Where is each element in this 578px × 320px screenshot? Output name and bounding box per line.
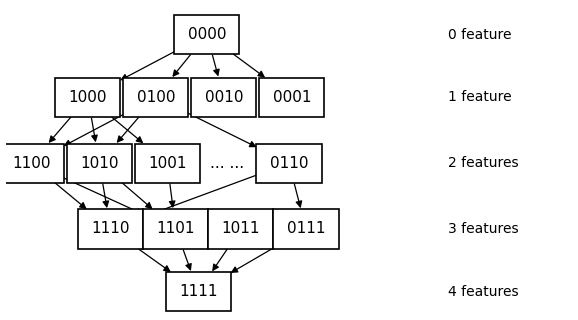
Text: 1111: 1111 [179, 284, 218, 299]
Text: 4 features: 4 features [447, 285, 518, 299]
Text: 1100: 1100 [12, 156, 50, 171]
FancyBboxPatch shape [273, 209, 339, 249]
Text: 0000: 0000 [188, 27, 226, 42]
Text: 1110: 1110 [91, 221, 130, 236]
FancyBboxPatch shape [78, 209, 143, 249]
Text: 1101: 1101 [157, 221, 195, 236]
Text: 0110: 0110 [270, 156, 308, 171]
Text: 1001: 1001 [148, 156, 187, 171]
Text: 3 features: 3 features [447, 222, 518, 236]
FancyBboxPatch shape [166, 272, 231, 311]
FancyBboxPatch shape [66, 144, 132, 183]
FancyBboxPatch shape [135, 144, 200, 183]
FancyBboxPatch shape [257, 144, 321, 183]
FancyBboxPatch shape [123, 78, 188, 117]
FancyBboxPatch shape [0, 144, 64, 183]
FancyBboxPatch shape [260, 78, 324, 117]
FancyBboxPatch shape [208, 209, 273, 249]
FancyBboxPatch shape [175, 15, 239, 54]
Text: ... ...: ... ... [210, 156, 244, 171]
Text: 1010: 1010 [80, 156, 118, 171]
Text: 1000: 1000 [69, 90, 107, 105]
Text: 0 feature: 0 feature [447, 28, 511, 42]
Text: 0100: 0100 [136, 90, 175, 105]
Text: 0010: 0010 [205, 90, 243, 105]
Text: 1011: 1011 [221, 221, 260, 236]
Text: 0111: 0111 [287, 221, 325, 236]
Text: 0001: 0001 [273, 90, 311, 105]
FancyBboxPatch shape [191, 78, 257, 117]
FancyBboxPatch shape [55, 78, 120, 117]
Text: 2 features: 2 features [447, 156, 518, 170]
Text: 1 feature: 1 feature [447, 90, 511, 104]
FancyBboxPatch shape [143, 209, 208, 249]
